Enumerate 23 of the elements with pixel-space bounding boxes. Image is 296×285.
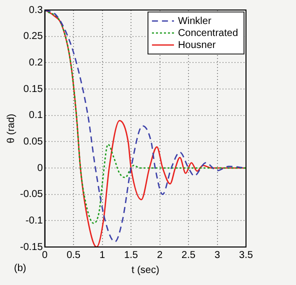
legend-label: Concentrated bbox=[178, 28, 238, 39]
y-axis-title: θ (rad) bbox=[6, 114, 17, 144]
legend-label: Winkler bbox=[178, 16, 212, 27]
x-tick-label: 3.5 bbox=[239, 250, 254, 261]
y-tick-label: 0.25 bbox=[23, 31, 44, 42]
y-tick-label: 0.1 bbox=[28, 110, 44, 122]
x-axis-title: t (sec) bbox=[132, 264, 160, 276]
x-tick-label: 3 bbox=[214, 250, 220, 261]
y-tick-label: 0.3 bbox=[28, 4, 44, 16]
x-tick-label: 2.5 bbox=[182, 250, 196, 261]
text: (b) bbox=[14, 263, 26, 274]
x-tick-label: 2 bbox=[156, 250, 163, 261]
y-tick-label: 0.05 bbox=[23, 136, 44, 148]
x-tick-label: 0.5 bbox=[66, 250, 81, 261]
y-tick-label: 0 bbox=[37, 162, 44, 174]
y-tick-label: 0.2 bbox=[28, 57, 44, 68]
y-tick-label: -0.1 bbox=[26, 215, 44, 226]
y-tick-label: -0.15 bbox=[20, 242, 44, 253]
y-tick-label: 0.15 bbox=[23, 84, 44, 95]
x-tick-label: 1 bbox=[100, 250, 106, 261]
legend-label: Housner bbox=[178, 40, 216, 51]
x-tick-label: 1.5 bbox=[124, 250, 138, 261]
y-tick-label: -0.05 bbox=[20, 189, 44, 200]
